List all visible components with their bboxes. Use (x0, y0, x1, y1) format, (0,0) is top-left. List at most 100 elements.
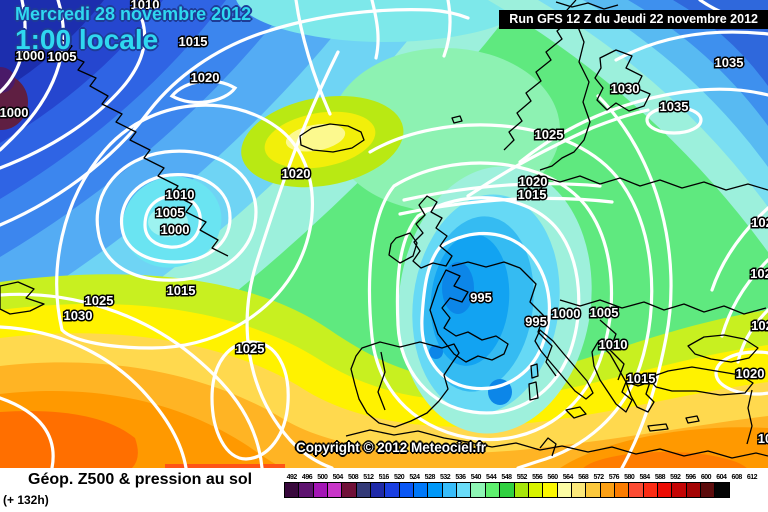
pressure-label: 1025 (85, 293, 114, 308)
pressure-label: 1015 (179, 34, 208, 49)
footer-bar: Géop. Z500 & pression au sol (+ 132h) 49… (0, 468, 768, 512)
pressure-label: 1000 (16, 48, 45, 63)
scale-swatch (613, 482, 630, 498)
scale-value: 596 (685, 474, 697, 481)
pressure-label: 1025 (535, 127, 564, 142)
scale-value: 524 (409, 474, 420, 481)
color-scale: 492 496 500 504 508 512 516 520 524 528 532 536 540 5… (284, 474, 762, 498)
scale-swatch (456, 482, 472, 498)
scale-swatch (699, 482, 716, 498)
map-parameter-title: Géop. Z500 & pression au sol (28, 471, 253, 488)
scale-swatch (298, 482, 314, 498)
scale-swatch (341, 482, 357, 498)
pressure-label: 1020 (736, 366, 765, 381)
pressure-label: 1010 (131, 0, 160, 12)
scale-value: 536 (455, 474, 466, 481)
scale-swatch (542, 482, 558, 498)
color-scale-swatches (284, 482, 762, 498)
pressure-label: 1000 (161, 222, 190, 237)
scale-value: 496 (301, 474, 313, 481)
model-run-info: Run GFS 12 Z du Jeudi 22 novembre 2012 (499, 10, 768, 29)
scale-swatch (714, 482, 730, 498)
scale-swatch (384, 482, 400, 498)
scale-value: 600 (700, 474, 712, 481)
scale-swatch (312, 482, 329, 498)
pressure-label: 1030 (64, 308, 93, 323)
pressure-label: 102 (751, 215, 768, 230)
scale-value: 588 (654, 474, 666, 481)
pressure-contours (0, 0, 768, 468)
pressure-label: 1010 (599, 337, 628, 352)
scale-value: 568 (578, 474, 589, 481)
scale-swatch (527, 482, 544, 498)
scale-value: 508 (347, 474, 359, 481)
scale-value: 584 (639, 474, 650, 481)
pressure-label: 1005 (156, 205, 185, 220)
pressure-label: 1015 (627, 371, 656, 386)
pressure-label: 1030 (611, 81, 640, 96)
scale-value: 492 (286, 474, 298, 481)
scale-swatch (441, 482, 458, 498)
scale-value: 528 (424, 474, 436, 481)
pressure-label: 1000 (0, 105, 28, 120)
scale-value: 540 (470, 474, 482, 481)
pressure-label: 1035 (660, 99, 689, 114)
scale-swatch (484, 482, 501, 498)
scale-value: 532 (440, 474, 451, 481)
scale-value: 548 (501, 474, 512, 481)
scale-value: 504 (332, 474, 344, 481)
scale-value: 544 (486, 474, 497, 481)
scale-value: 580 (624, 474, 635, 481)
scale-swatch (685, 482, 701, 498)
scale-value: 520 (393, 474, 405, 481)
pressure-label: 1015 (518, 187, 547, 202)
scale-swatch (570, 482, 587, 498)
coastlines (0, 0, 768, 459)
pressure-label: 102 (751, 318, 768, 333)
pressure-label: 10 (758, 431, 768, 446)
scale-value: 608 (731, 474, 743, 481)
scale-swatch (585, 482, 601, 498)
scale-swatch (398, 482, 415, 498)
copyright-text: Copyright © 2012 Meteociel.fr (296, 440, 486, 455)
pressure-label: 1010 (166, 187, 195, 202)
scale-swatch (284, 482, 300, 498)
scale-swatch (413, 482, 429, 498)
scale-value: 552 (516, 474, 528, 481)
scale-swatch (671, 482, 687, 498)
pressure-label: 1025 (236, 341, 265, 356)
pressure-label: 102 (750, 266, 768, 281)
scale-value: 512 (363, 474, 374, 481)
pressure-label: 1035 (715, 55, 744, 70)
scale-swatch (327, 482, 343, 498)
pressure-label: 1020 (519, 174, 548, 189)
pressure-label: 1015 (167, 283, 196, 298)
pressure-label: 995 (525, 314, 547, 329)
scale-value: 572 (593, 474, 604, 481)
scale-value: 500 (317, 474, 328, 481)
pressure-label: 1000 (552, 306, 581, 321)
scale-value: 516 (378, 474, 390, 481)
forecast-lead-time: (+ 132h) (3, 493, 49, 507)
color-scale-values: 492 496 500 504 508 512 516 520 524 528 532 536 540 5… (284, 474, 762, 481)
map-area: 1010 1015 1020 1000 1005 1000 1010 1005 1000 1015… (0, 0, 768, 468)
scale-value: 560 (547, 474, 558, 481)
scale-value: 592 (670, 474, 681, 481)
scale-swatch (513, 482, 529, 498)
scale-value: 564 (562, 474, 574, 481)
scale-swatch (499, 482, 515, 498)
scale-value: 556 (532, 474, 543, 481)
pressure-label: 1005 (590, 305, 619, 320)
scale-swatch (599, 482, 615, 498)
pressure-label: 1020 (191, 70, 220, 85)
scale-swatch (642, 482, 658, 498)
scale-value: 576 (608, 474, 620, 481)
pressure-label: 1005 (48, 49, 77, 64)
pressure-label: 1020 (282, 166, 311, 181)
scale-swatch (427, 482, 443, 498)
scale-swatch (556, 482, 572, 498)
scale-swatch (628, 482, 644, 498)
